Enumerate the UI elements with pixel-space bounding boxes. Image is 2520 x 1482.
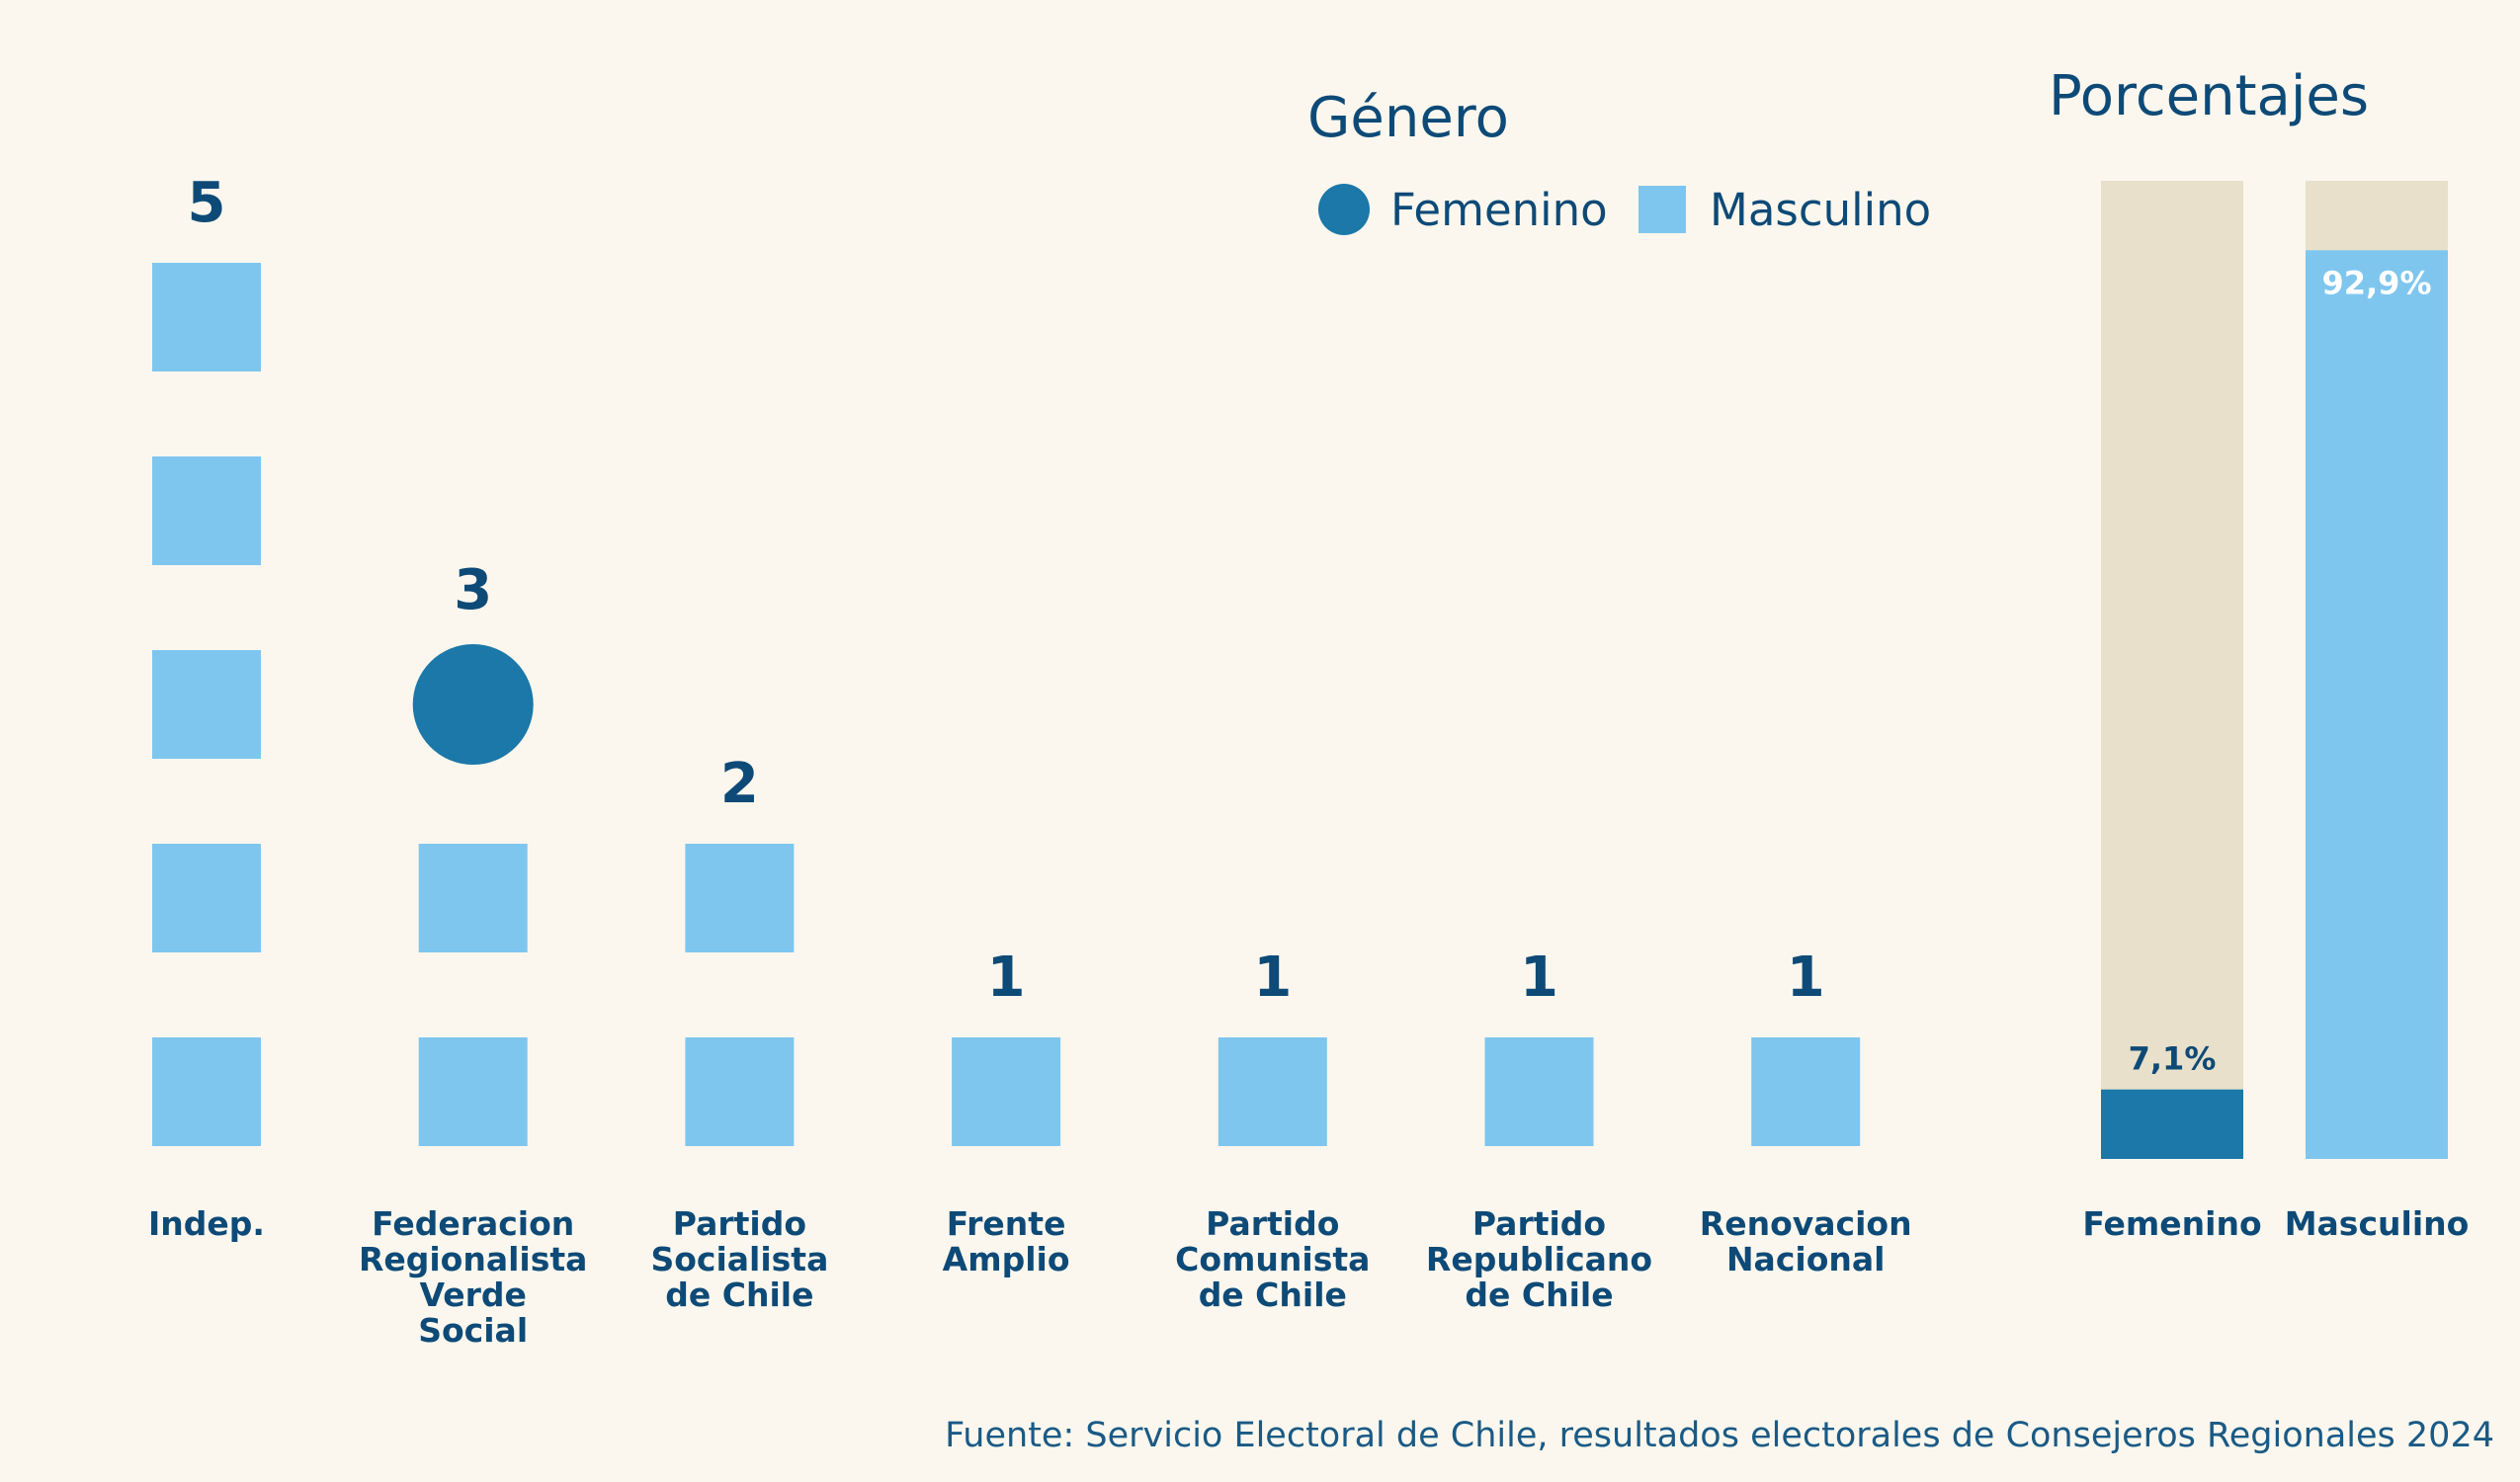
unit-total-label: 5: [188, 171, 226, 235]
masculino-unit-square: [152, 263, 261, 371]
masculino-unit-square: [152, 650, 261, 759]
category-label: Partido Comunista de Chile: [1175, 1204, 1370, 1314]
category-label: Indep.: [148, 1204, 265, 1243]
bar-fill: [2101, 1089, 2243, 1159]
legend: Género Femenino Masculino: [1307, 86, 1931, 236]
legend-femenino-label: Femenino: [1390, 184, 1608, 236]
femenino-unit-circle: [412, 644, 534, 765]
unit-total-label: 2: [720, 752, 759, 816]
category-label: Frente Amplio: [943, 1204, 1070, 1278]
unit-total-label: 1: [987, 946, 1026, 1010]
bar-value-label: 7,1%: [2129, 1040, 2217, 1078]
unit-total-label: 1: [1253, 946, 1292, 1010]
legend-masculino-label: Masculino: [1710, 184, 1931, 236]
bar-category-label: Masculino: [2285, 1204, 2470, 1243]
masculino-unit-square: [1484, 1037, 1594, 1146]
masculino-unit-square: [152, 1037, 261, 1146]
masculino-unit-square: [418, 844, 528, 952]
bar-value-label: 92,9%: [2321, 264, 2431, 301]
unit-chart: 5 Indep. 3 Federacion Regionalista Verde Socia…: [148, 171, 1912, 1350]
percentage-chart: Porcentajes 7,1% Femenino 92,9% Masculino: [2049, 64, 2469, 1243]
masculino-unit-square: [685, 1037, 795, 1146]
unit-total-label: 3: [454, 558, 492, 622]
unit-total-label: 1: [1520, 946, 1558, 1010]
masculino-unit-square: [1751, 1037, 1861, 1146]
legend-femenino-swatch: [1318, 184, 1370, 235]
unit-total-label: 1: [1787, 946, 1825, 1010]
source-note: Fuente: Servicio Electoral de Chile, res…: [945, 1416, 2494, 1455]
legend-masculino-swatch: [1638, 186, 1686, 233]
masculino-unit-square: [418, 1037, 528, 1146]
category-label: Federacion Regionalista Verde Social: [359, 1204, 587, 1350]
masculino-unit-square: [685, 844, 795, 952]
bar-track: [2101, 181, 2243, 1159]
masculino-unit-square: [1218, 1037, 1327, 1146]
legend-title: Género: [1307, 86, 1509, 150]
bar-fill: [2306, 250, 2448, 1160]
masculino-unit-square: [952, 1037, 1061, 1146]
category-label: Renovacion Nacional: [1700, 1204, 1912, 1278]
bar-category-label: Femenino: [2082, 1204, 2261, 1243]
category-label: Partido Socialista de Chile: [650, 1204, 828, 1314]
category-label: Partido Republicano de Chile: [1426, 1204, 1652, 1314]
chart-title: Porcentajes: [2049, 64, 2369, 128]
masculino-unit-square: [152, 844, 261, 952]
masculino-unit-square: [152, 456, 261, 565]
